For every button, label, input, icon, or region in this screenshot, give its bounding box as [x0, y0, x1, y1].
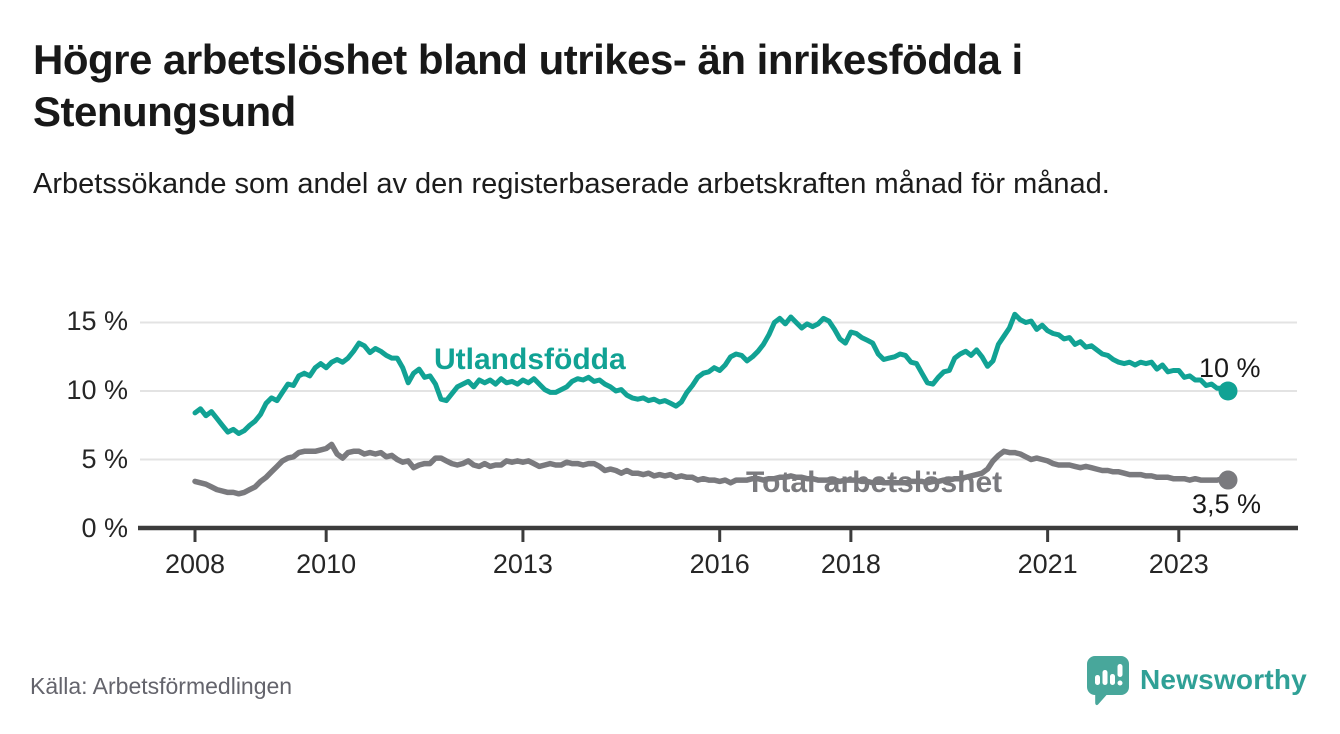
y-axis-label-10: 10 % [66, 375, 128, 405]
x-axis-label-2010: 2010 [296, 549, 357, 579]
end-dot-foreign-born [1218, 381, 1238, 401]
x-axis-label-2013: 2013 [492, 549, 553, 579]
end-dot-total [1218, 470, 1238, 490]
series-label-foreign-born: Utlandsfödda [434, 343, 626, 376]
y-axis-label-15: 15 % [66, 306, 128, 336]
x-axis-label-2023: 2023 [1148, 549, 1209, 579]
chart-subtitle: Arbetssökande som andel av den registerb… [33, 168, 1110, 200]
source-note: Källa: Arbetsförmedlingen [30, 673, 293, 699]
y-axis-label-5: 5 % [81, 444, 128, 474]
newsworthy-logo: Newsworthy [1086, 656, 1307, 706]
x-axis-label-2016: 2016 [689, 549, 750, 579]
line-foreign-born [192, 311, 1231, 436]
series-label-total: Total arbetslöshet [746, 466, 1003, 499]
x-axis-label-2008: 2008 [164, 549, 226, 579]
newsworthy-logo-icon [1087, 656, 1129, 706]
x-axis-label-2021: 2021 [1017, 549, 1078, 579]
y-axis-label-0: 0 % [81, 513, 128, 543]
x-axis-label-2018: 2018 [820, 549, 881, 579]
end-value-label-total: 3,5 % [1192, 489, 1262, 519]
chart-title: Högre arbetslöshet bland utrikes- än inr… [33, 36, 1023, 136]
end-value-label-foreign-born: 10 % [1199, 353, 1261, 383]
newsworthy-logo-text: Newsworthy [1140, 664, 1307, 695]
line-total [192, 441, 1231, 497]
